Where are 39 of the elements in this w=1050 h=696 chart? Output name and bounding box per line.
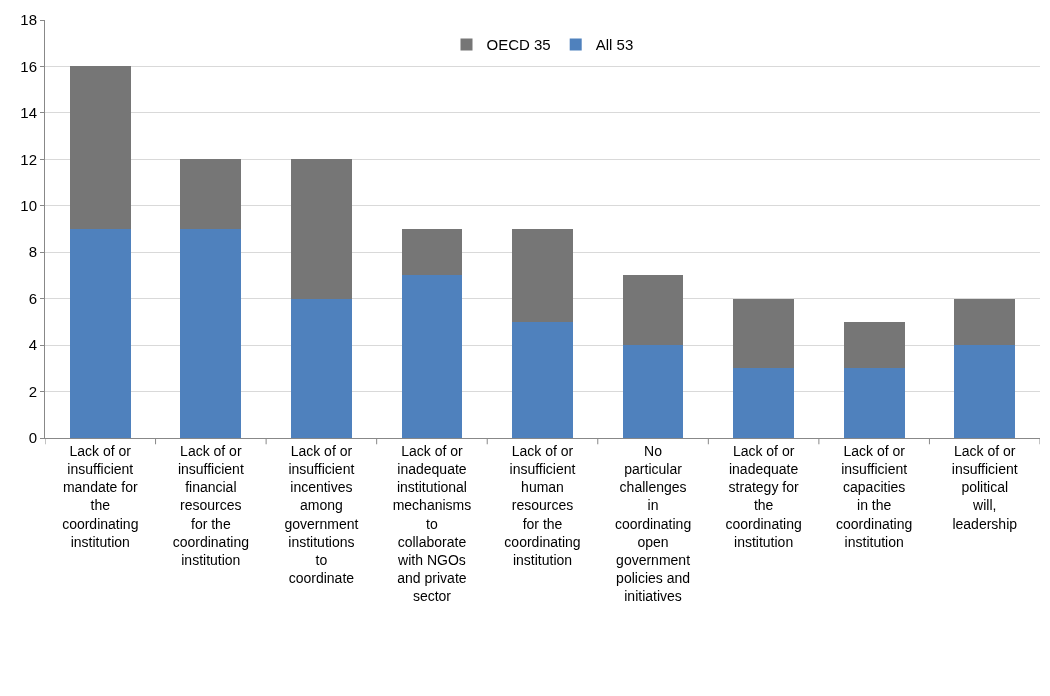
x-tick-label: Lack of or insufficient capacities in the coordinating institution	[836, 442, 913, 550]
x-tick-label: Lack of or insufficient financial resources for the coordinating institution	[172, 442, 249, 568]
y-tick-label: 14	[20, 104, 37, 122]
bar	[622, 345, 684, 438]
legend-label: All 53	[595, 36, 634, 54]
y-tick-label: 2	[28, 382, 37, 400]
bar	[69, 66, 131, 229]
bar	[843, 321, 905, 369]
category-label: No particular challenges in coordinating open government policies and initiatives	[614, 442, 692, 605]
bar	[733, 368, 795, 438]
y-tick-label: 18	[20, 11, 37, 29]
x-tick-label: Lack of or inadequate strategy for the coordinating institution	[725, 442, 802, 550]
bar	[290, 159, 352, 299]
bar	[69, 229, 131, 438]
bar	[954, 345, 1016, 438]
legend-label: OECD 35	[486, 36, 551, 54]
y-tick-label: 12	[20, 150, 37, 168]
bar	[180, 159, 242, 229]
bar	[733, 298, 795, 369]
category-label: Lack of or inadequate institutional mechanisms to collaborate with NGOs and private sector	[392, 442, 472, 605]
bar	[512, 229, 573, 322]
bar	[512, 321, 573, 438]
bar	[843, 368, 905, 438]
x-tick-label: Lack of or insufficient mandate for the coordinating institution	[62, 442, 139, 550]
y-tick-label: 4	[28, 336, 37, 354]
y-tick-label: 10	[20, 197, 37, 215]
bar	[401, 229, 463, 276]
x-tick-label: Lack of or insufficient human resources for the coordinating institution	[504, 442, 581, 568]
bar	[401, 275, 463, 438]
y-tick-label: 8	[28, 243, 37, 261]
y-tick-label: 6	[28, 289, 37, 307]
x-tick-label: Lack of or insufficient incentives among government institutions to coordinate	[284, 442, 359, 587]
y-tick-label: 16	[20, 57, 37, 75]
y-tick-label: 0	[28, 429, 37, 447]
x-tick-label: Lack of or insufficient political will, leadership	[951, 442, 1018, 532]
bar	[290, 298, 352, 438]
bar	[622, 275, 684, 346]
bar	[180, 229, 242, 438]
bar	[954, 298, 1016, 346]
